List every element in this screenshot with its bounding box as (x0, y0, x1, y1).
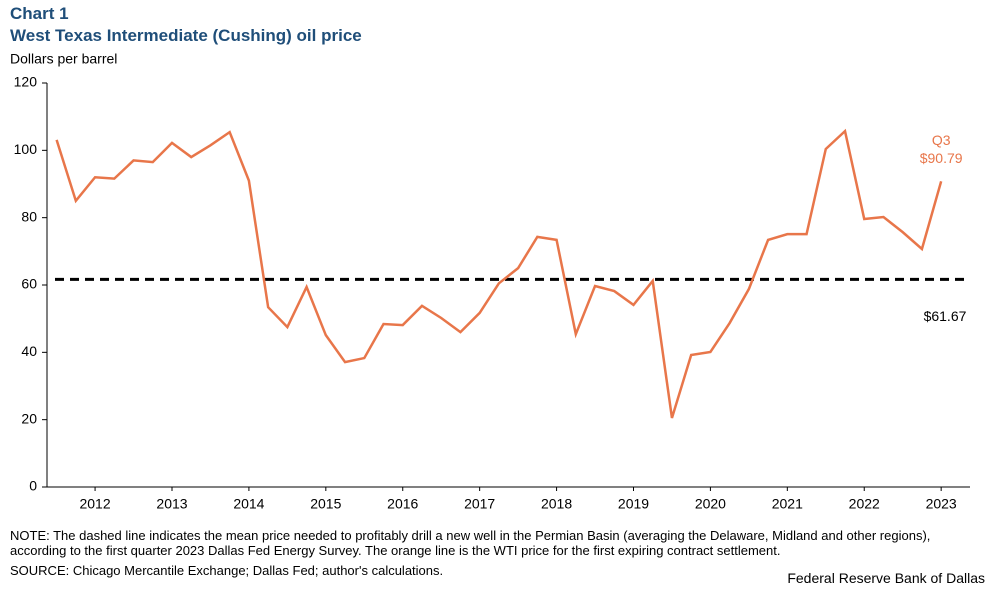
x-tick-label: 2014 (233, 496, 264, 512)
y-tick-label: 0 (29, 478, 37, 494)
point-label: $90.79 (920, 150, 963, 166)
x-tick-label: 2021 (772, 496, 803, 512)
x-tick-label: 2015 (310, 496, 341, 512)
y-axis-label: Dollars per barrel (10, 51, 117, 67)
y-tick-label: 20 (21, 410, 37, 426)
x-tick-label: 2012 (79, 496, 110, 512)
x-tick-label: 2022 (849, 496, 880, 512)
x-tick-label: 2020 (695, 496, 726, 512)
series-line (55, 128, 943, 419)
y-tick-label: 80 (21, 208, 37, 224)
credit: Federal Reserve Bank of Dallas (787, 570, 985, 586)
note: NOTE: The dashed line indicates the mean… (10, 528, 931, 558)
y-tick-label: 40 (21, 343, 37, 359)
reference-label: $61.67 (924, 308, 967, 324)
point-label: Q3 (932, 132, 951, 148)
x-tick-label: 2018 (541, 496, 572, 512)
source: SOURCE: Chicago Mercantile Exchange; Dal… (10, 563, 444, 578)
x-tick-label: 2017 (464, 496, 495, 512)
x-tick-label: 2016 (387, 496, 418, 512)
y-tick-label: 100 (14, 141, 38, 157)
x-tick-label: 2019 (618, 496, 649, 512)
y-tick-label: 60 (21, 276, 37, 292)
chart-title: West Texas Intermediate (Cushing) oil pr… (10, 26, 362, 45)
x-tick-label: 2013 (156, 496, 187, 512)
chart-label: Chart 1 (10, 4, 69, 23)
x-tick-label: 2023 (926, 496, 957, 512)
y-tick-label: 120 (14, 74, 38, 90)
chart: Dollars per barrel 0 20 40 60 80 100 120 2012 20… (10, 51, 970, 512)
